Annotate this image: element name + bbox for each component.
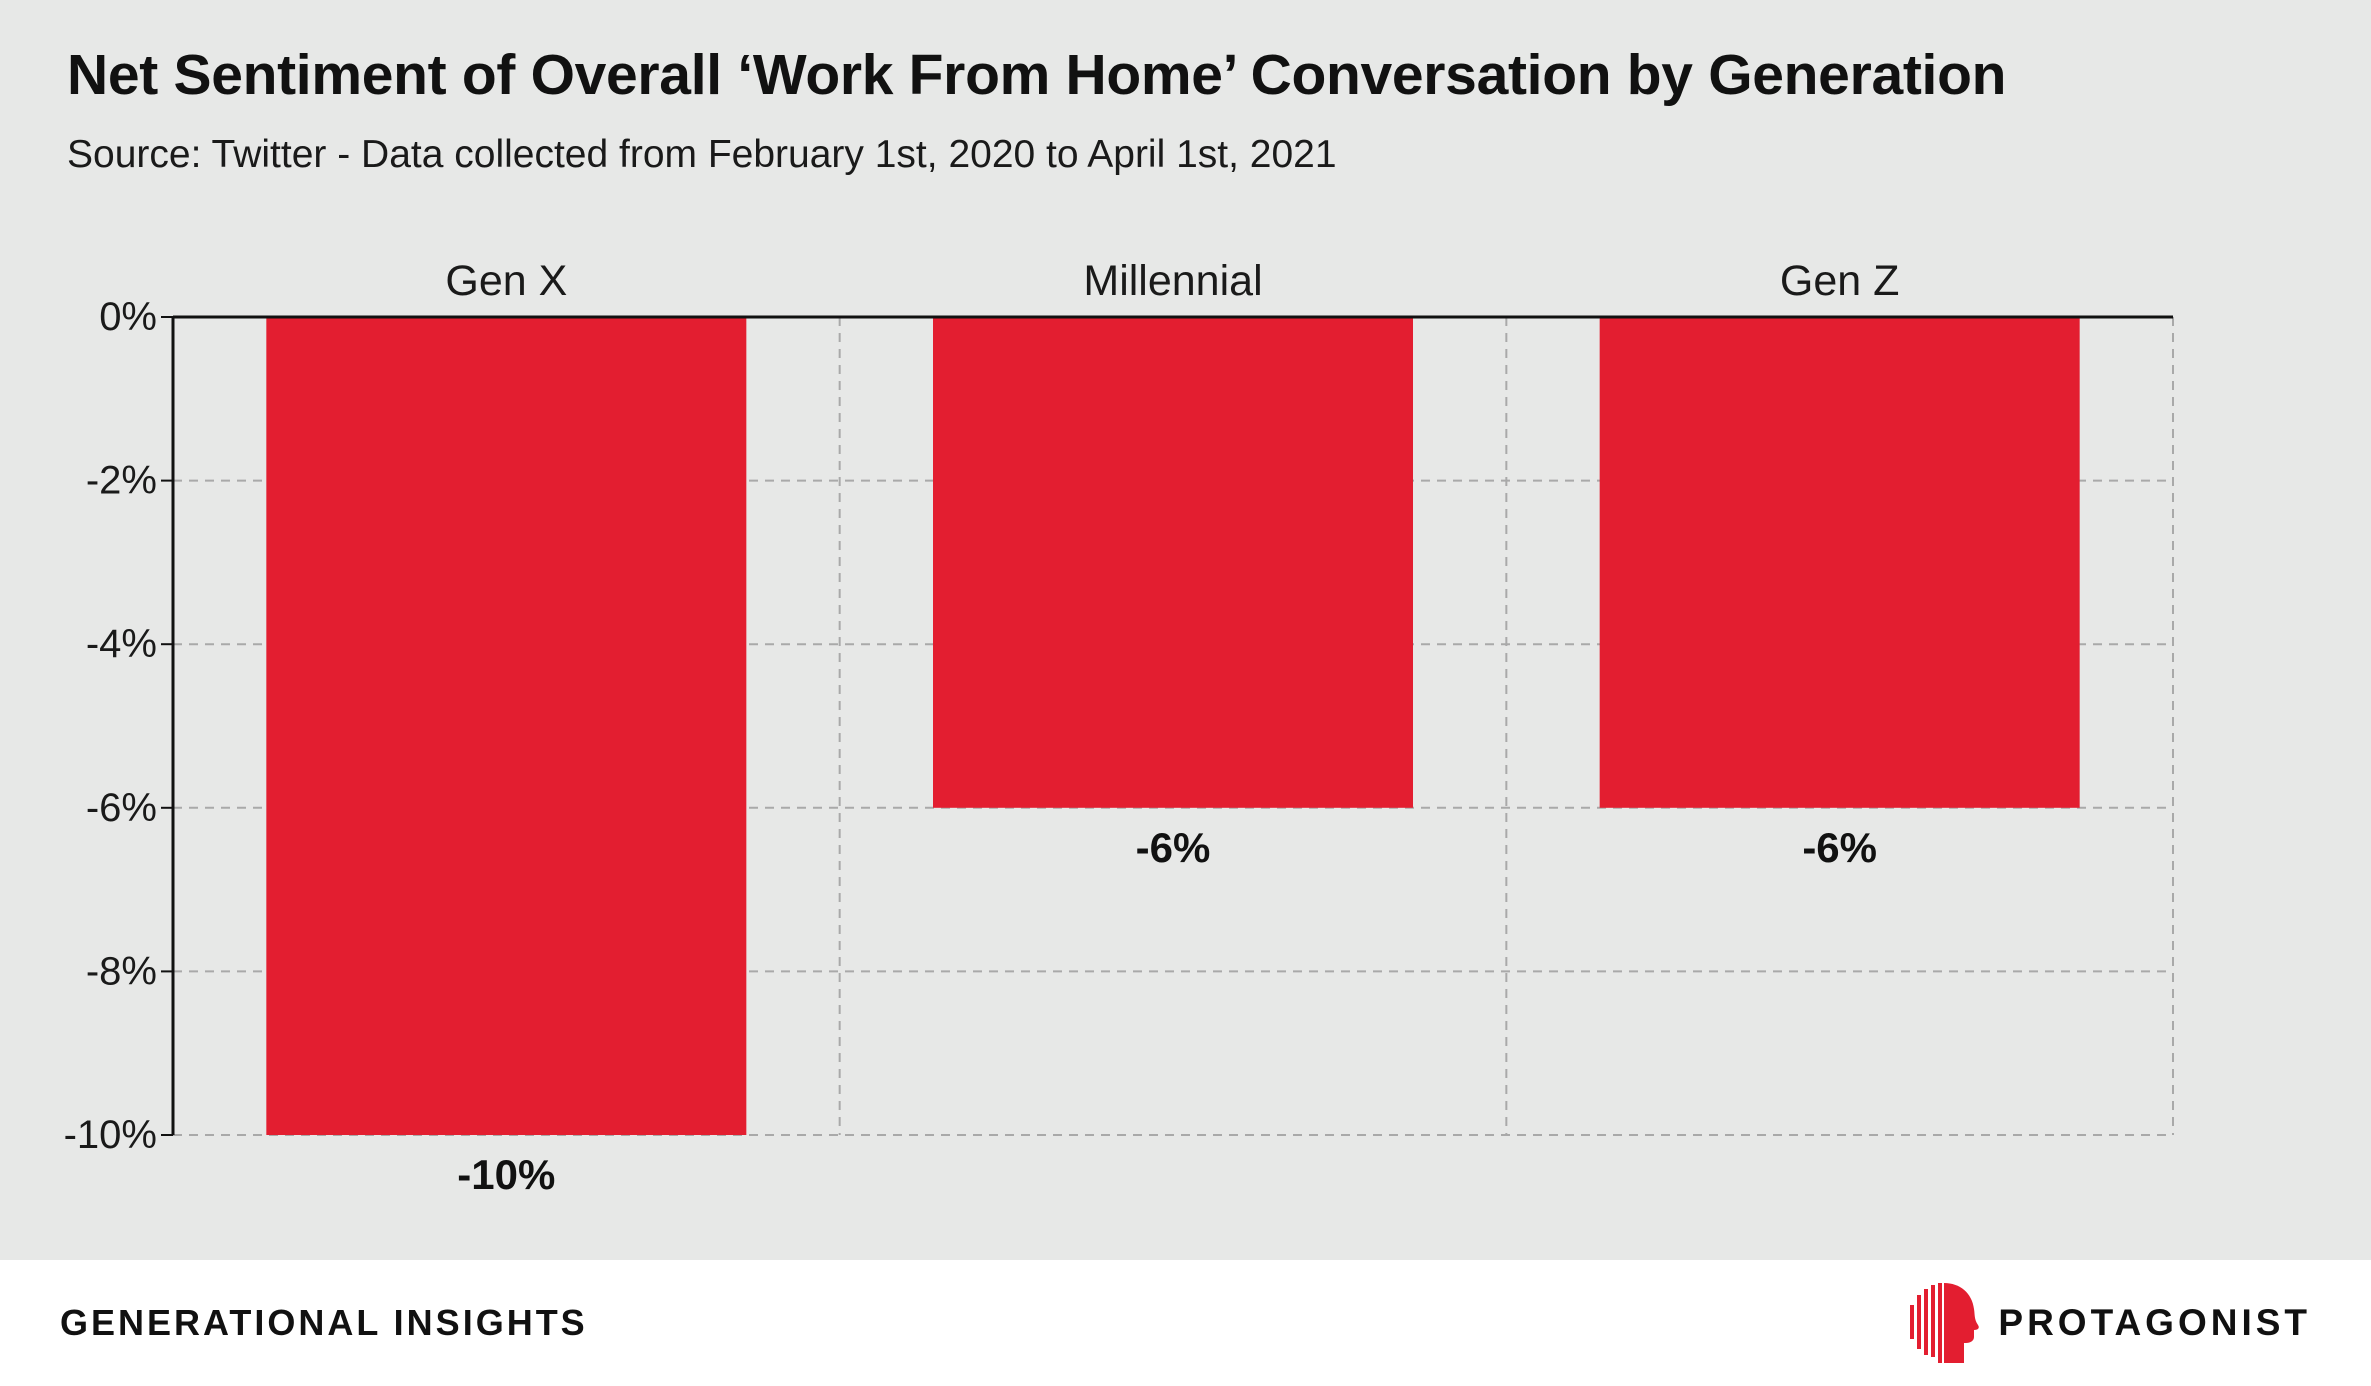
data-label: -6% bbox=[1136, 824, 1211, 871]
bar-chart: 0% -2% -4% -6% -8% -10% Gen X Millennial Gen Z -1… bbox=[64, 257, 2174, 1198]
data-label: -6% bbox=[1802, 824, 1877, 871]
brand-name: PROTAGONIST bbox=[1998, 1302, 2311, 1343]
y-tick-label: 0% bbox=[99, 295, 157, 339]
profile-head-icon bbox=[1910, 1283, 1980, 1363]
chart-subtitle: Source: Twitter - Data collected from Fe… bbox=[67, 133, 1337, 176]
category-label: Gen X bbox=[445, 257, 567, 305]
y-tick-label: -10% bbox=[64, 1113, 157, 1157]
bar bbox=[1599, 317, 2080, 808]
y-tick-label: -6% bbox=[86, 786, 157, 830]
footer-series-label: GENERATIONAL INSIGHTS bbox=[60, 1302, 588, 1343]
chart-panel: Net Sentiment of Overall ‘Work From Home… bbox=[0, 0, 2371, 1260]
footer: GENERATIONAL INSIGHTS PROTAGONIST bbox=[0, 1260, 2371, 1386]
chart-title: Net Sentiment of Overall ‘Work From Home… bbox=[67, 43, 2007, 107]
y-tick-label: -4% bbox=[86, 622, 157, 666]
category-label: Gen Z bbox=[1780, 257, 1900, 305]
category-label: Millennial bbox=[1083, 257, 1262, 305]
brand-logo: PROTAGONIST bbox=[1908, 1278, 2311, 1368]
data-label: -10% bbox=[457, 1151, 555, 1198]
bar bbox=[266, 317, 747, 1135]
bar bbox=[933, 317, 1413, 808]
y-tick-label: -2% bbox=[86, 459, 157, 503]
y-tick-label: -8% bbox=[86, 949, 157, 993]
